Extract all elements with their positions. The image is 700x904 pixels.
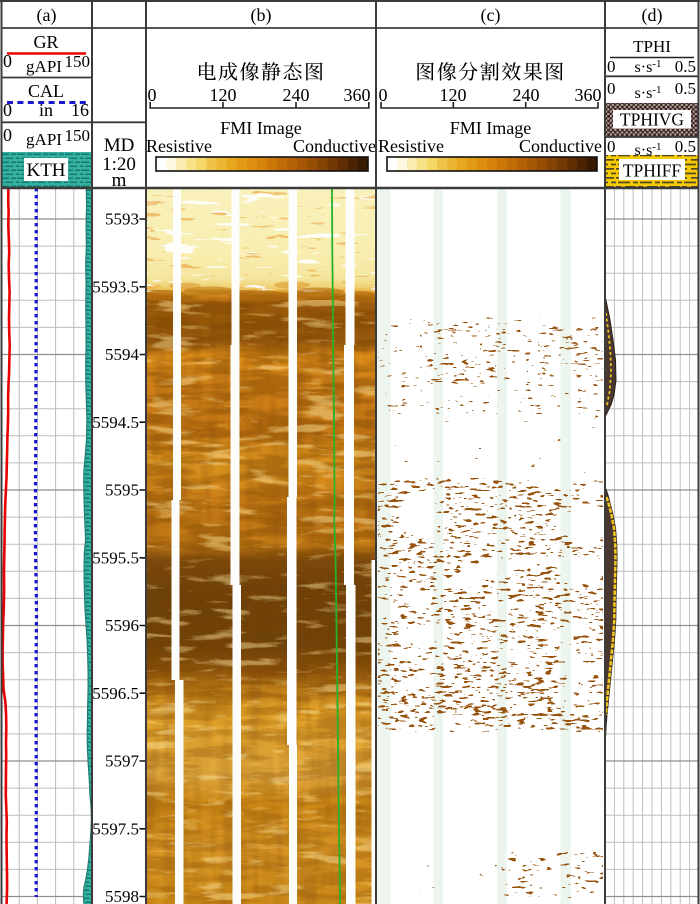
svg-text:0: 0 — [379, 85, 388, 105]
svg-text:240: 240 — [513, 85, 540, 105]
svg-text:1:20: 1:20 — [102, 154, 136, 175]
svg-text:5594.5: 5594.5 — [92, 413, 139, 432]
svg-text:150: 150 — [65, 52, 91, 71]
svg-text:5597.5: 5597.5 — [92, 819, 139, 838]
svg-text:TPHI: TPHI — [633, 37, 671, 56]
svg-text:5598: 5598 — [105, 887, 139, 904]
svg-text:(a): (a) — [37, 5, 57, 26]
svg-text:(b): (b) — [251, 5, 272, 26]
svg-text:360: 360 — [575, 85, 602, 105]
svg-text:FMI Image: FMI Image — [220, 118, 301, 138]
svg-text:0: 0 — [3, 100, 12, 120]
svg-text:Resistive: Resistive — [146, 136, 212, 156]
svg-text:CAL: CAL — [28, 81, 64, 101]
svg-text:KTH: KTH — [26, 160, 65, 181]
svg-text:16: 16 — [71, 100, 89, 120]
svg-text:0: 0 — [148, 85, 157, 105]
svg-text:0.5: 0.5 — [675, 79, 696, 98]
svg-text:MD: MD — [104, 135, 135, 156]
svg-text:5593.5: 5593.5 — [92, 277, 139, 296]
svg-text:5596: 5596 — [105, 616, 139, 635]
svg-text:0: 0 — [607, 137, 616, 156]
svg-text:0.5: 0.5 — [675, 137, 696, 156]
svg-text:gAPI: gAPI — [26, 130, 62, 149]
svg-text:in: in — [39, 100, 53, 120]
svg-text:TPHIVG: TPHIVG — [620, 110, 685, 130]
svg-text:0: 0 — [607, 79, 616, 98]
svg-text:0: 0 — [3, 51, 12, 71]
svg-text:Conductive: Conductive — [293, 136, 376, 156]
svg-text:GR: GR — [33, 32, 58, 52]
svg-text:(c): (c) — [481, 5, 501, 26]
svg-text:5595: 5595 — [105, 481, 139, 500]
svg-text:m: m — [112, 170, 127, 191]
svg-text:Resistive: Resistive — [378, 136, 444, 156]
svg-text:5595.5: 5595.5 — [92, 548, 139, 567]
svg-text:0: 0 — [607, 57, 616, 76]
svg-text:gAPI: gAPI — [26, 57, 62, 76]
svg-text:0.5: 0.5 — [675, 57, 696, 76]
svg-text:120: 120 — [210, 85, 237, 105]
svg-text:150: 150 — [65, 126, 91, 145]
svg-text:360: 360 — [344, 85, 371, 105]
svg-text:5596.5: 5596.5 — [92, 684, 139, 703]
svg-text:5594: 5594 — [105, 345, 140, 364]
svg-text:5597: 5597 — [105, 752, 140, 771]
svg-text:120: 120 — [440, 85, 467, 105]
svg-text:5593: 5593 — [105, 210, 139, 229]
svg-text:0: 0 — [3, 125, 12, 145]
svg-text:Conductive: Conductive — [519, 136, 602, 156]
svg-text:TPHIFF: TPHIFF — [623, 161, 682, 181]
svg-text:FMI Image: FMI Image — [450, 118, 531, 138]
svg-text:(d): (d) — [642, 5, 663, 26]
svg-text:240: 240 — [283, 85, 310, 105]
